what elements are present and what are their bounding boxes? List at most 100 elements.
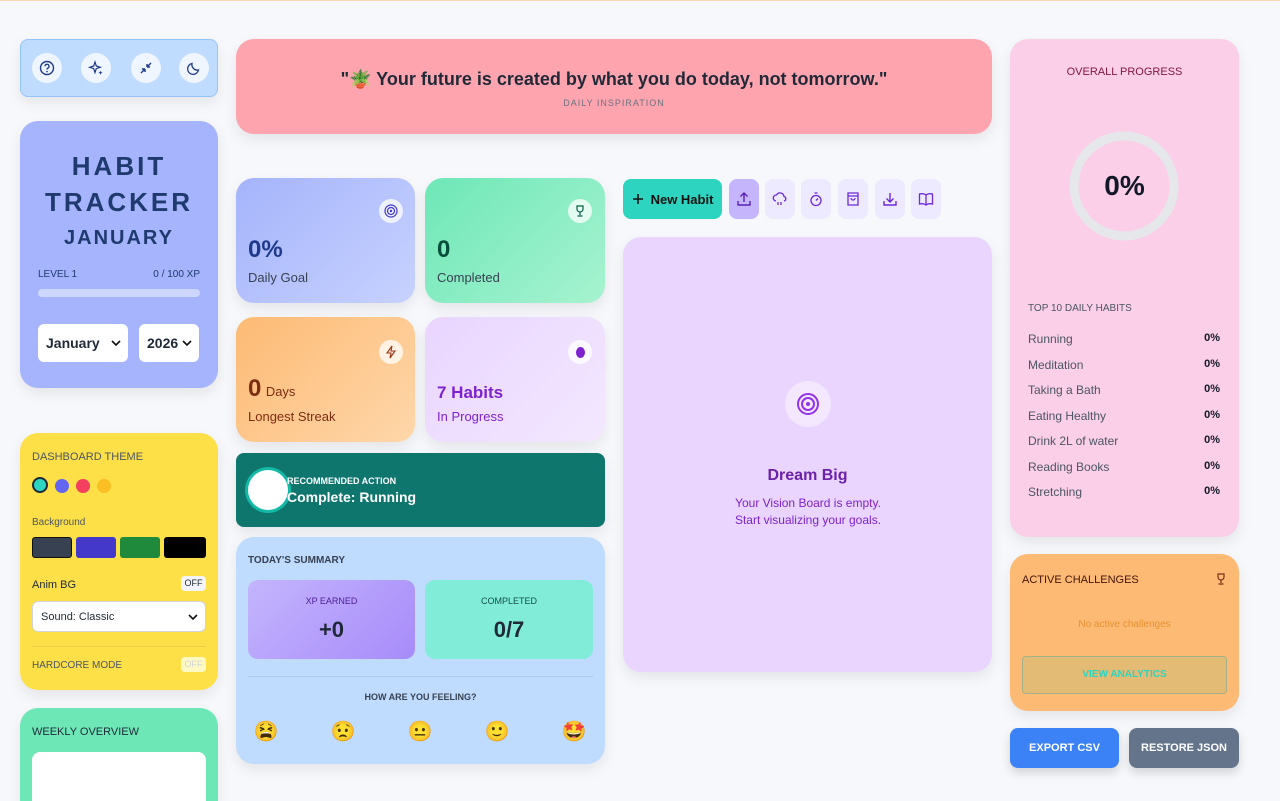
timer-button[interactable]	[801, 179, 831, 219]
dot-badge	[568, 340, 592, 364]
new-habit-button[interactable]: New Habit	[623, 179, 722, 219]
divider	[32, 646, 206, 647]
hardcore-label: HARDCORE MODE	[32, 660, 123, 671]
xp-label: 0 / 100 XP	[153, 269, 200, 280]
background-swatch[interactable]	[164, 537, 206, 558]
help-button[interactable]	[32, 53, 62, 83]
challenges-title: ACTIVE CHALLENGES	[1022, 574, 1139, 586]
month-heading: JANUARY	[64, 227, 174, 249]
mood-button[interactable]: 😟	[330, 721, 356, 743]
habit-row: Taking a Bath 0%	[1028, 383, 1220, 397]
mood-button[interactable]: 🤩	[561, 721, 587, 743]
habit-percent: 0%	[1204, 408, 1220, 421]
habit-name: Taking a Bath	[1028, 383, 1101, 397]
completed-value: 0/7	[493, 617, 525, 642]
vision-icon	[785, 381, 831, 427]
stat-value: 0	[248, 375, 262, 402]
stat-value: 7 Habits	[437, 383, 504, 402]
completed-card: 0 Completed	[425, 178, 605, 303]
recommended-card[interactable]: RECOMMENDED ACTION Complete: Running	[236, 453, 605, 527]
habit-row: Running 0%	[1028, 332, 1220, 346]
hardcore-toggle[interactable]: OFF	[181, 657, 206, 672]
completed-label: COMPLETED	[480, 596, 537, 606]
stat-label: Daily Goal	[248, 270, 308, 285]
recommended-label: RECOMMENDED ACTION	[287, 476, 397, 486]
chevron	[188, 613, 198, 620]
progress-percent: 0%	[1104, 170, 1145, 201]
export-csv-button[interactable]: EXPORT CSV	[1010, 728, 1119, 768]
upload-button[interactable]	[729, 179, 759, 219]
month-select[interactable]: January	[38, 324, 128, 362]
habits-card: 7 Habits In Progress	[425, 317, 605, 442]
mood-button[interactable]: 😫	[253, 721, 279, 743]
stat-label: In Progress	[437, 409, 504, 424]
habit-percent: 0%	[1204, 485, 1220, 497]
sparkle-button[interactable]	[81, 53, 111, 83]
goal-icon	[379, 199, 403, 223]
app-title: HABIT	[71, 151, 167, 181]
year-select[interactable]: 2026	[139, 324, 199, 362]
habit-name: Running	[1028, 332, 1073, 346]
xp-tile: XP EARNED +0	[248, 580, 415, 659]
month-select-value: January	[46, 335, 100, 351]
theme-swatch[interactable]	[32, 477, 48, 493]
daily-goal-card: 0% Daily Goal	[236, 178, 415, 303]
shop-button[interactable]	[838, 179, 868, 219]
stat-value: 0%	[248, 236, 283, 263]
weather-button[interactable]	[765, 179, 795, 219]
stat-unit: Days	[265, 384, 296, 399]
habit-row: Reading Books 0%	[1028, 460, 1220, 474]
habit-percent: 0%	[1204, 459, 1220, 472]
anim-label: Anim BG	[32, 579, 77, 591]
quote-text: "🪴 Your future is created by what you do…	[340, 69, 888, 89]
target-icon	[797, 393, 819, 415]
journal-button[interactable]	[911, 179, 941, 219]
plus-icon	[632, 194, 643, 204]
weekly-title: WEEKLY OVERVIEW	[32, 726, 139, 738]
bolt-icon	[385, 345, 397, 359]
recommended-action: Complete: Running	[287, 489, 417, 505]
restore-json-button[interactable]: RESTORE JSON	[1129, 728, 1239, 768]
theme-title: DASHBOARD THEME	[32, 451, 144, 463]
streak-value: 0 Days	[248, 375, 295, 403]
theme-swatch[interactable]	[97, 479, 111, 493]
analytics-button[interactable]: VIEW ANALYTICS	[1022, 656, 1227, 694]
vision-text: Your Vision Board is empty. Start visual…	[734, 496, 882, 527]
help-icon	[39, 60, 55, 76]
habit-name: Meditation	[1028, 357, 1084, 372]
sparkle-icon	[88, 60, 103, 75]
download-icon	[883, 193, 897, 206]
year-select-value: 2026	[147, 335, 179, 351]
download-button[interactable]	[875, 179, 905, 219]
sound-select[interactable]: Sound: Classic	[32, 601, 206, 632]
tracker-card: HABIT TRACKER JANUARY LEVEL 1 0 / 100 XP…	[20, 121, 218, 388]
mood-button[interactable]: 🙂	[484, 721, 510, 743]
habit-name: Reading Books	[1028, 459, 1110, 474]
moon-icon	[186, 62, 200, 76]
quote-card: "🪴 Your future is created by what you do…	[236, 39, 992, 134]
habit-row: Drink 2L of water 0%	[1028, 434, 1220, 448]
dark-mode-button[interactable]	[179, 53, 209, 83]
habit-name: Drink 2L of water	[1028, 434, 1119, 448]
habit-percent: 0%	[1204, 434, 1220, 446]
mood-button[interactable]: 😐	[407, 721, 433, 743]
new-habit-label: New Habit	[650, 191, 714, 207]
target-icon	[384, 204, 398, 218]
theme-swatch[interactable]	[76, 479, 90, 493]
vision-title: Dream Big	[767, 467, 848, 484]
background-swatch[interactable]	[120, 537, 160, 558]
habit-percent: 0%	[1204, 383, 1220, 395]
chevron	[111, 340, 121, 347]
bolt-badge	[379, 340, 403, 364]
background-swatch[interactable]	[32, 537, 72, 558]
theme-card: DASHBOARD THEME Background Anim BG OFF S…	[20, 433, 218, 690]
stat-label: Longest Streak	[248, 409, 336, 424]
anim-toggle[interactable]: OFF	[181, 576, 206, 591]
level-label: LEVEL 1	[38, 269, 78, 280]
compact-button[interactable]	[131, 53, 161, 83]
weekly-card: WEEKLY OVERVIEW	[20, 708, 218, 801]
background-swatch[interactable]	[76, 537, 116, 558]
theme-swatch[interactable]	[55, 479, 69, 493]
sound-select-value: Sound: Classic	[41, 610, 115, 623]
